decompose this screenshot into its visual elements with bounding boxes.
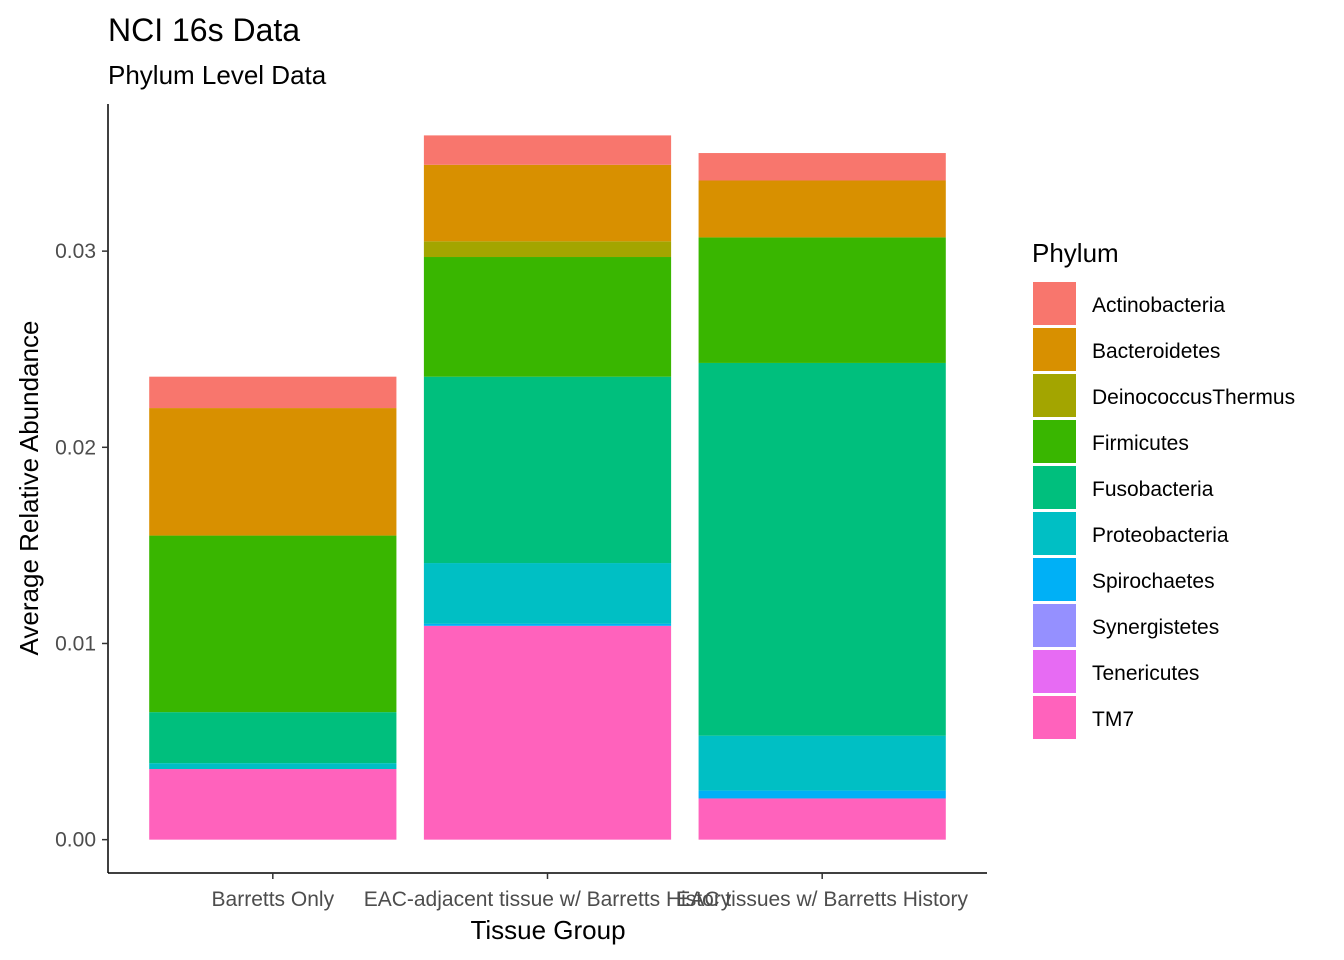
legend-label: Fusobacteria <box>1092 478 1214 501</box>
legend-title: Phylum <box>1032 238 1119 268</box>
bar-segment <box>149 763 397 770</box>
y-tick-label: 0.02 <box>55 436 96 459</box>
bar-segment <box>423 623 672 626</box>
legend-label: TM7 <box>1092 708 1134 731</box>
bar-segment <box>149 408 397 536</box>
x-tick-label: EAC tissues w/ Barretts History <box>676 888 968 911</box>
legend-swatch <box>1033 696 1076 739</box>
legend-swatch <box>1033 512 1076 555</box>
x-tick-label: EAC-adjacent tissue w/ Barretts History <box>364 888 732 911</box>
legend-label: Proteobacteria <box>1092 524 1229 547</box>
bar-segment <box>423 563 672 624</box>
legend: Actinobacteria Bacteroidetes DeinococcusTh… <box>1033 282 1295 739</box>
bar-segment <box>149 376 397 409</box>
y-tick-label: 0.00 <box>55 829 96 852</box>
legend-swatch <box>1033 604 1076 647</box>
y-ticks-layer: 0.00 0.01 0.02 0.03 <box>55 240 108 852</box>
bar-segment <box>698 790 946 799</box>
legend-label: Bacteroidetes <box>1092 340 1220 363</box>
bar-segment <box>698 180 946 238</box>
x-ticks-layer: Barretts Only EAC-adjacent tissue w/ Barr… <box>212 873 969 911</box>
legend-swatch <box>1033 420 1076 463</box>
bar-segment <box>149 712 397 764</box>
legend-label: DeinococcusThermus <box>1092 386 1295 409</box>
legend-swatch <box>1033 650 1076 693</box>
bar-segment <box>698 798 946 840</box>
x-tick-label: Barretts Only <box>212 888 335 911</box>
y-tick-label: 0.01 <box>55 632 96 655</box>
bar-segment <box>423 241 672 258</box>
legend-label: Actinobacteria <box>1092 294 1225 317</box>
x-axis-title: Tissue Group <box>470 915 625 945</box>
bar-segment <box>149 535 397 713</box>
legend-swatch <box>1033 374 1076 417</box>
y-tick-label: 0.03 <box>55 240 96 263</box>
bar-segment <box>423 376 672 564</box>
bar-segment <box>698 153 946 181</box>
y-axis-title: Average Relative Abundance <box>14 321 44 656</box>
bar-segment <box>149 769 397 840</box>
legend-swatch <box>1033 466 1076 509</box>
legend-label: Synergistetes <box>1092 616 1219 639</box>
bar-segment <box>423 135 672 165</box>
legend-label: Firmicutes <box>1092 432 1189 455</box>
bars-layer <box>149 135 946 840</box>
bar-segment <box>423 257 672 377</box>
bar-segment <box>423 625 672 840</box>
bar-segment <box>698 362 946 736</box>
legend-label: Tenericutes <box>1092 662 1199 685</box>
legend-label: Spirochaetes <box>1092 570 1215 593</box>
bar-segment <box>423 164 672 242</box>
chart-subtitle: Phylum Level Data <box>108 60 327 90</box>
legend-swatch <box>1033 328 1076 371</box>
legend-swatch <box>1033 558 1076 601</box>
legend-swatch <box>1033 282 1076 325</box>
chart-title: NCI 16s Data <box>108 12 300 48</box>
bar-segment <box>698 735 946 791</box>
bar-segment <box>698 237 946 363</box>
